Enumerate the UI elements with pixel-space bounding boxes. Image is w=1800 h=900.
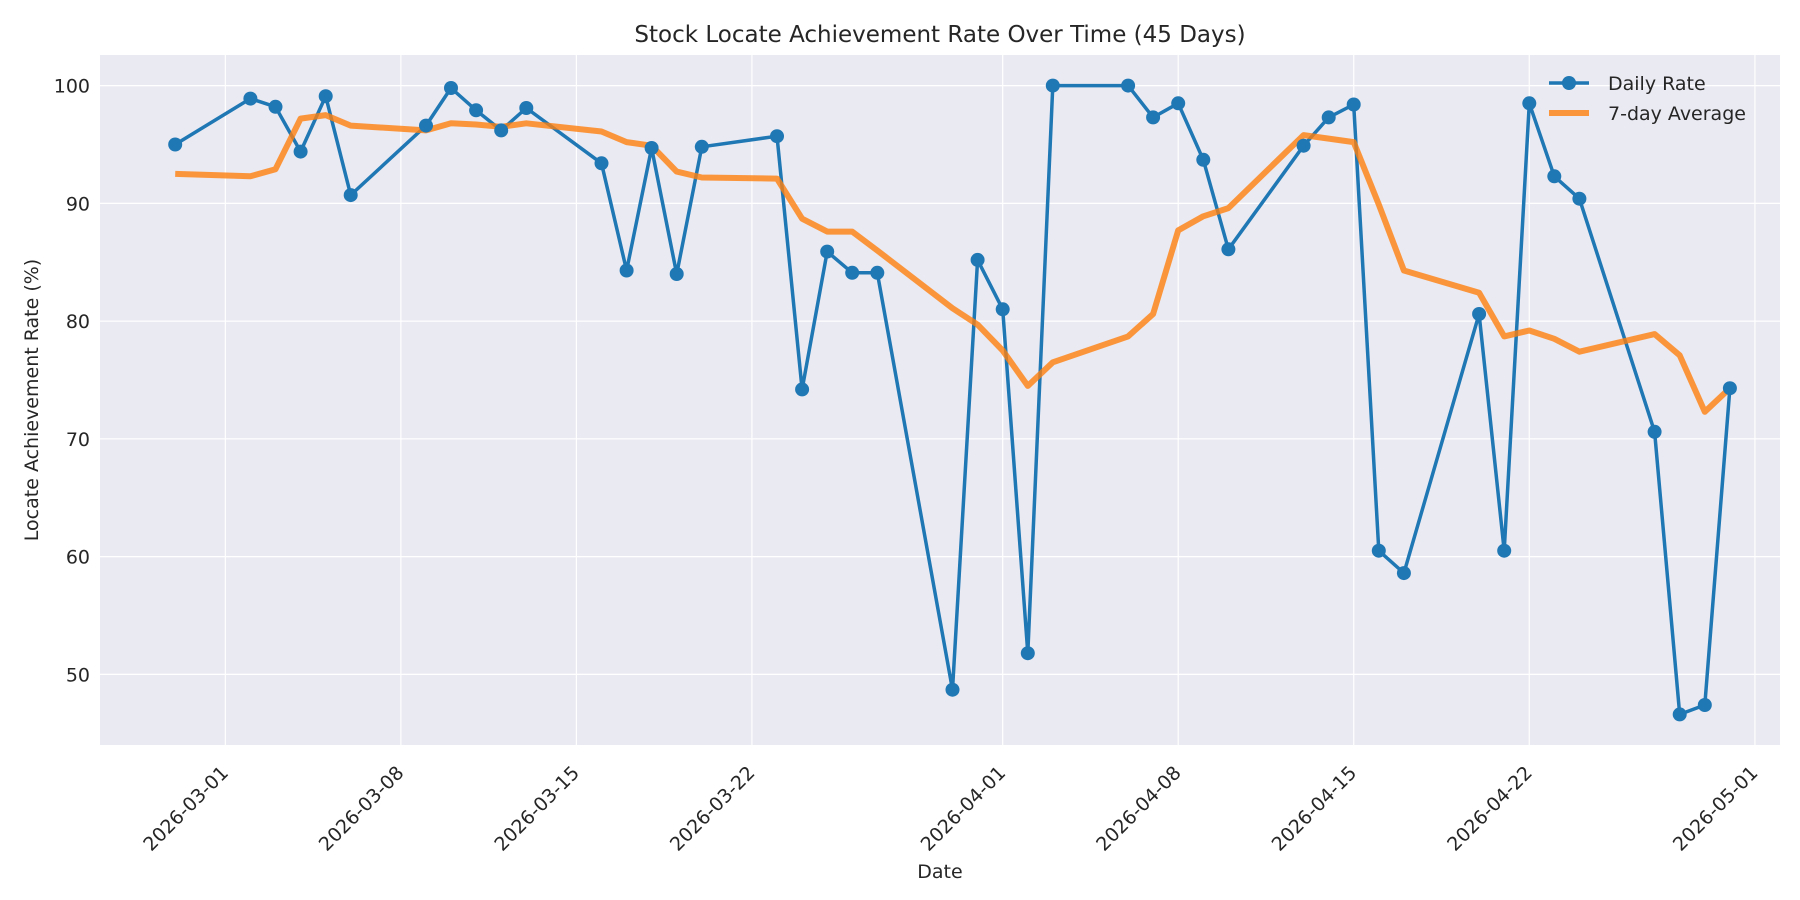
- legend: Daily Rate 7-day Average: [1549, 73, 1746, 125]
- daily-rate-point: [1396, 566, 1411, 581]
- daily-rate-point: [1296, 138, 1311, 153]
- x-tick-label: 2026-04-22: [1443, 762, 1537, 856]
- daily-rate-point: [770, 129, 784, 144]
- x-tick-label: 2026-03-15: [490, 762, 584, 856]
- daily-rate-point: [343, 188, 358, 203]
- x-tick-label: 2026-04-01: [917, 762, 1011, 856]
- daily-rate-point: [1371, 543, 1386, 558]
- daily-rate-point: [168, 137, 183, 152]
- legend-daily-marker: [1562, 76, 1576, 90]
- x-tick-label: 2026-05-01: [1669, 762, 1763, 856]
- legend-daily-label: Daily Rate: [1608, 73, 1706, 95]
- daily-rate-point: [1722, 381, 1737, 396]
- daily-rate-point: [419, 118, 433, 133]
- daily-rate-point: [444, 81, 458, 95]
- daily-rate-point: [268, 99, 283, 114]
- seven-day-average-line: [175, 112, 1732, 415]
- daily-rate-point: [795, 382, 810, 397]
- daily-rate-point: [494, 123, 509, 138]
- daily-rate-point: [594, 156, 609, 171]
- y-tick-label: 70: [66, 429, 90, 451]
- daily-rate-point: [293, 144, 308, 159]
- daily-rate-point: [1472, 307, 1487, 321]
- daily-rate-point: [1672, 707, 1687, 722]
- daily-rate-point: [469, 103, 484, 118]
- daily-rate-point: [669, 267, 684, 281]
- y-axis-label: Locate Achievement Rate (%): [21, 259, 43, 541]
- chart-title: Stock Locate Achievement Rate Over Time …: [634, 22, 1245, 48]
- grid-lines: [100, 55, 1780, 745]
- daily-rate-point: [243, 91, 258, 106]
- x-tick-label: 2026-04-08: [1092, 762, 1186, 856]
- series-lines: [168, 78, 1737, 722]
- daily-rate-point: [1647, 424, 1662, 439]
- x-tick-label: 2026-04-15: [1268, 762, 1362, 856]
- daily-rate-point: [1346, 97, 1361, 112]
- daily-rate-point: [1572, 191, 1587, 206]
- daily-rate-point: [1196, 152, 1211, 167]
- daily-rate-point: [1171, 96, 1186, 111]
- daily-rate-point: [1321, 110, 1336, 125]
- x-tick-label: 2026-03-22: [666, 762, 760, 856]
- daily-rate-point: [1697, 698, 1712, 712]
- daily-rate-point: [845, 265, 860, 280]
- y-tick-label: 50: [66, 664, 90, 686]
- daily-rate-point: [1221, 242, 1236, 257]
- daily-rate-point: [519, 101, 534, 115]
- daily-rate-point: [694, 139, 709, 154]
- y-tick-label: 60: [66, 547, 90, 569]
- x-tick-label: 2026-03-08: [315, 762, 409, 856]
- daily-rate-point: [1547, 169, 1562, 184]
- daily-rate-point: [870, 265, 885, 280]
- y-tick-label: 90: [66, 193, 90, 215]
- daily-rate-point: [1522, 96, 1537, 111]
- daily-rate-point: [945, 682, 960, 697]
- y-tick-label: 80: [66, 311, 90, 333]
- daily-rate-point: [820, 244, 835, 259]
- daily-rate-point: [318, 89, 333, 104]
- x-tick-label: 2026-03-01: [139, 762, 233, 856]
- daily-rate-point: [619, 263, 634, 278]
- legend-average-label: 7-day Average: [1608, 103, 1746, 125]
- daily-rate-point: [1045, 78, 1060, 93]
- daily-rate-point: [1497, 543, 1512, 558]
- daily-rate-point: [1121, 78, 1136, 93]
- daily-rate-point: [995, 302, 1010, 317]
- y-tick-label: 100: [54, 76, 90, 98]
- plot-background: [100, 55, 1780, 745]
- daily-rate-point: [1020, 646, 1035, 661]
- daily-rate-point: [970, 252, 985, 267]
- daily-rate-point: [644, 141, 659, 155]
- daily-rate-point: [1146, 110, 1161, 125]
- x-axis-label: Date: [917, 861, 962, 883]
